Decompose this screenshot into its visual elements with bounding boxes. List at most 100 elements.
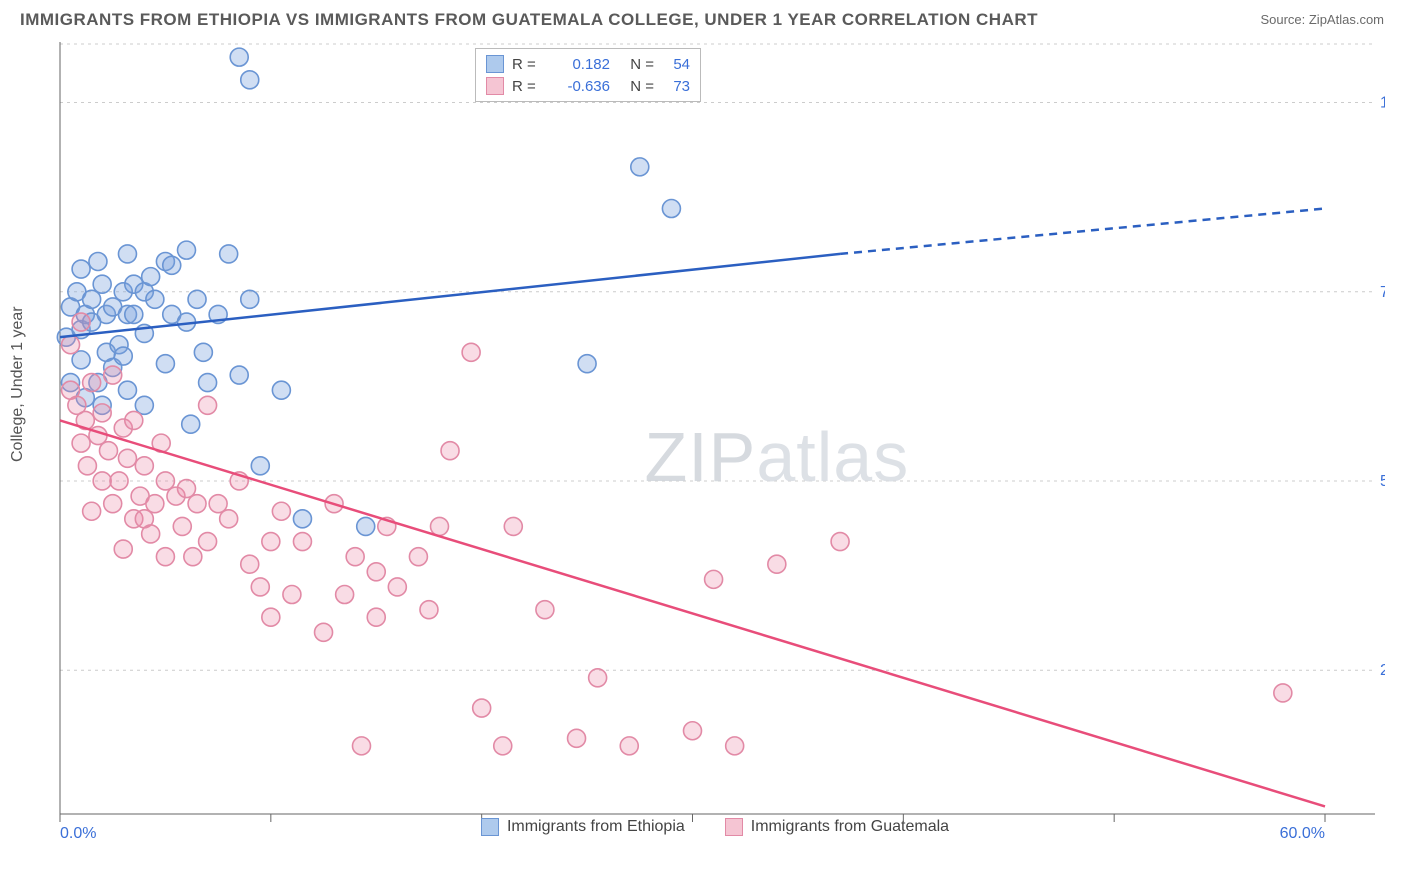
data-point <box>83 290 101 308</box>
data-point <box>262 533 280 551</box>
data-point <box>241 555 259 573</box>
data-point <box>78 457 96 475</box>
n-value: 73 <box>662 78 690 95</box>
data-point <box>367 608 385 626</box>
data-point <box>462 343 480 361</box>
data-point <box>336 586 354 604</box>
data-point <box>620 737 638 755</box>
data-point <box>114 540 132 558</box>
data-point <box>684 722 702 740</box>
data-point <box>194 343 212 361</box>
data-point <box>272 381 290 399</box>
data-point <box>125 305 143 323</box>
data-point <box>118 245 136 263</box>
data-point <box>146 290 164 308</box>
data-point <box>178 480 196 498</box>
data-point <box>62 336 80 354</box>
data-point <box>104 366 122 384</box>
stat-label: R = <box>512 56 542 73</box>
data-point <box>184 548 202 566</box>
data-point <box>230 366 248 384</box>
data-point <box>662 200 680 218</box>
swatch-icon <box>486 77 504 95</box>
legend-item-ethiopia: Immigrants from Ethiopia <box>481 818 685 836</box>
data-point <box>72 351 90 369</box>
y-axis-label: College, Under 1 year <box>9 306 27 462</box>
data-point <box>473 699 491 717</box>
data-point <box>705 570 723 588</box>
stat-label: N = <box>618 78 654 95</box>
r-value: -0.636 <box>550 78 610 95</box>
data-point <box>93 275 111 293</box>
data-point <box>199 396 217 414</box>
data-point <box>89 252 107 270</box>
legend-item-guatemala: Immigrants from Guatemala <box>725 818 949 836</box>
data-point <box>118 449 136 467</box>
data-point <box>726 737 744 755</box>
regression-line-extrapolated <box>840 209 1325 254</box>
swatch-icon <box>481 818 499 836</box>
legend-row-ethiopia: R = 0.182 N = 54 <box>486 53 690 75</box>
data-point <box>441 442 459 460</box>
data-point <box>178 241 196 259</box>
data-point <box>118 381 136 399</box>
data-point <box>230 48 248 66</box>
data-point <box>578 355 596 373</box>
data-point <box>768 555 786 573</box>
data-point <box>494 737 512 755</box>
svg-text:75.0%: 75.0% <box>1380 284 1385 301</box>
data-point <box>83 374 101 392</box>
data-point <box>293 510 311 528</box>
data-point <box>83 502 101 520</box>
data-point <box>367 563 385 581</box>
data-point <box>220 510 238 528</box>
r-value: 0.182 <box>550 56 610 73</box>
data-point <box>142 525 160 543</box>
series-legend: Immigrants from Ethiopia Immigrants from… <box>45 818 1385 836</box>
data-point <box>93 472 111 490</box>
data-point <box>589 669 607 687</box>
data-point <box>156 548 174 566</box>
data-point <box>173 517 191 535</box>
legend-row-guatemala: R = -0.636 N = 73 <box>486 75 690 97</box>
data-point <box>241 290 259 308</box>
data-point <box>352 737 370 755</box>
data-point <box>99 442 117 460</box>
data-point <box>504 517 522 535</box>
data-point <box>315 623 333 641</box>
data-point <box>72 313 90 331</box>
data-point <box>146 495 164 513</box>
data-point <box>156 355 174 373</box>
data-point <box>431 517 449 535</box>
data-point <box>135 396 153 414</box>
data-point <box>220 245 238 263</box>
data-point <box>420 601 438 619</box>
data-point <box>188 290 206 308</box>
data-point <box>293 533 311 551</box>
data-point <box>142 268 160 286</box>
data-point <box>241 71 259 89</box>
data-point <box>199 533 217 551</box>
data-point <box>135 457 153 475</box>
chart-title: IMMIGRANTS FROM ETHIOPIA VS IMMIGRANTS F… <box>20 10 1038 30</box>
data-point <box>272 502 290 520</box>
data-point <box>631 158 649 176</box>
data-point <box>114 347 132 365</box>
svg-text:50.0%: 50.0% <box>1380 473 1385 490</box>
data-point <box>104 495 122 513</box>
legend-label: Immigrants from Guatemala <box>751 818 949 836</box>
svg-text:25.0%: 25.0% <box>1380 662 1385 679</box>
data-point <box>831 533 849 551</box>
data-point <box>188 495 206 513</box>
data-point <box>72 434 90 452</box>
svg-text:ZIPatlas: ZIPatlas <box>644 418 909 496</box>
data-point <box>110 472 128 490</box>
source-attribution: Source: ZipAtlas.com <box>1260 12 1384 27</box>
data-point <box>72 260 90 278</box>
data-point <box>125 411 143 429</box>
data-point <box>283 586 301 604</box>
swatch-icon <box>725 818 743 836</box>
data-point <box>409 548 427 566</box>
data-point <box>568 729 586 747</box>
swatch-icon <box>486 55 504 73</box>
